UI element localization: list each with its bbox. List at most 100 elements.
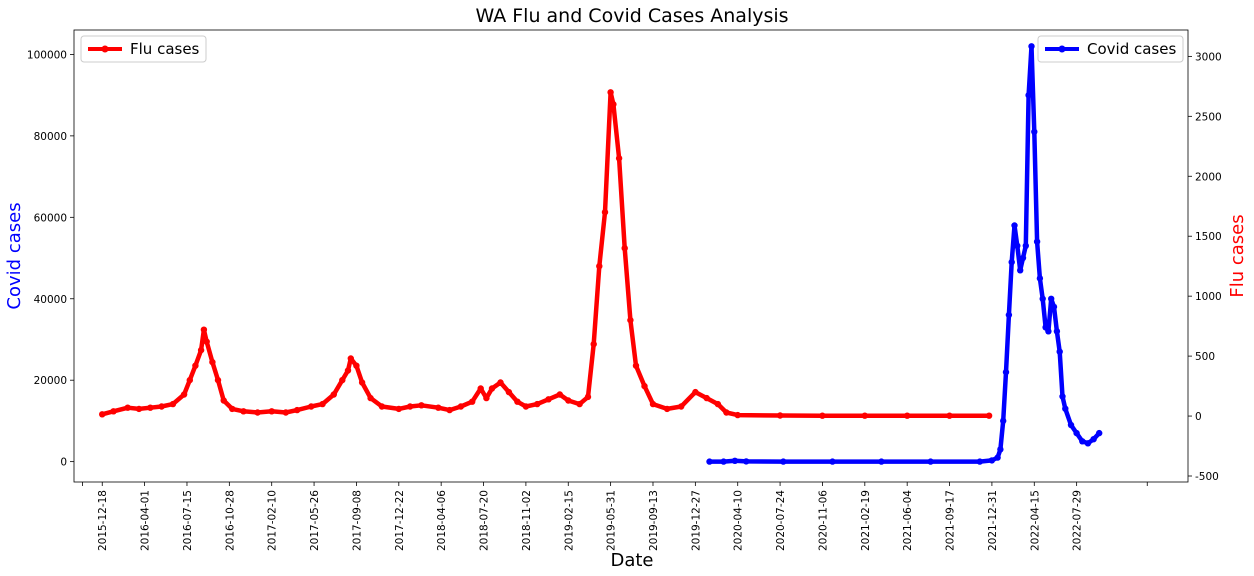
- x-tick-label: 2020-04-10: [733, 490, 745, 551]
- data-point: [994, 454, 1001, 461]
- legend-covid-marker: [1058, 45, 1066, 53]
- data-point: [169, 400, 177, 408]
- legend-flu-label: Flu cases: [130, 40, 200, 58]
- data-point: [522, 403, 530, 410]
- right-tick-label: 1500: [1195, 231, 1222, 243]
- data-point: [1079, 438, 1086, 445]
- left-tick-label: 20000: [34, 375, 67, 387]
- data-point: [483, 394, 490, 402]
- data-point: [1019, 254, 1027, 262]
- data-point: [534, 400, 541, 408]
- data-point: [344, 367, 352, 374]
- data-point: [497, 379, 504, 386]
- data-point: [692, 388, 699, 396]
- x-axis: 2015-12-18 2016-04-01 2016-07-15 2016-10-28…: [82, 482, 1148, 551]
- left-tick-label: 40000: [34, 294, 67, 306]
- data-point: [192, 362, 199, 369]
- legend-flu-box: [80, 35, 207, 63]
- data-point: [197, 346, 205, 354]
- data-point: [1059, 393, 1066, 400]
- legend-covid: Covid cases: [1037, 35, 1184, 63]
- data-point: [610, 101, 617, 108]
- x-tick-label: 2016-04-01: [140, 490, 152, 551]
- x-tick-label: 2019-05-31: [606, 490, 618, 551]
- data-point: [649, 400, 657, 408]
- data-point: [545, 396, 552, 403]
- data-point: [1039, 295, 1046, 302]
- data-point: [621, 245, 628, 252]
- data-point: [1008, 258, 1015, 266]
- left-tick-label: 60000: [34, 212, 67, 224]
- data-point: [220, 397, 227, 404]
- data-point: [353, 362, 360, 369]
- x-axis-title: Date: [610, 550, 653, 571]
- x-tick-label: 2017-12-22: [394, 490, 406, 551]
- data-point: [209, 358, 216, 366]
- data-point: [1025, 92, 1032, 99]
- left-tick-label: 100000: [27, 49, 67, 61]
- data-point: [358, 379, 366, 386]
- right-tick-label: 2000: [1195, 171, 1222, 183]
- data-point: [1062, 405, 1069, 412]
- series-line: [707, 44, 1102, 464]
- data-point: [720, 458, 727, 465]
- data-point: [1050, 303, 1058, 311]
- data-point: [147, 404, 154, 411]
- x-tick-label: 2019-09-13: [648, 490, 660, 551]
- right-axis-title: Flu cases: [1227, 214, 1248, 297]
- x-tick-label: 2017-05-26: [309, 490, 321, 551]
- data-point: [469, 398, 476, 405]
- x-tick-label: 2020-11-06: [817, 490, 829, 551]
- data-point: [1073, 429, 1080, 437]
- data-point: [505, 388, 513, 396]
- x-tick-label: 2022-04-15: [1029, 490, 1041, 551]
- data-point: [268, 408, 275, 415]
- data-point: [308, 403, 315, 410]
- data-point: [1014, 242, 1021, 249]
- data-point: [214, 376, 222, 384]
- x-tick-label: 2016-10-28: [224, 490, 236, 551]
- data-point: [904, 412, 911, 419]
- data-point: [203, 338, 210, 345]
- data-point: [663, 405, 671, 413]
- data-point: [158, 403, 165, 410]
- left-axis: 0 20000 40000 60000 80000 100000: [27, 49, 74, 469]
- data-point: [1036, 275, 1044, 282]
- data-point: [99, 411, 106, 418]
- data-point: [1017, 267, 1024, 274]
- data-point: [477, 385, 484, 392]
- data-point: [435, 404, 442, 411]
- data-point: [339, 376, 346, 384]
- data-point: [1067, 421, 1075, 429]
- data-point: [997, 446, 1004, 453]
- data-point: [446, 406, 453, 414]
- series-layer: [99, 43, 1103, 465]
- data-point: [1045, 328, 1052, 335]
- x-tick-label: 2015-12-18: [97, 490, 109, 551]
- data-point: [1005, 311, 1013, 319]
- legend-flu: Flu cases: [80, 35, 207, 63]
- data-point: [776, 412, 784, 419]
- data-point: [1096, 429, 1103, 437]
- data-point: [135, 405, 143, 413]
- x-tick-label: 2021-02-19: [860, 490, 872, 551]
- data-point: [1033, 238, 1041, 245]
- data-point: [946, 412, 953, 419]
- data-point: [367, 394, 374, 402]
- data-point: [186, 376, 193, 384]
- data-point: [1084, 440, 1092, 447]
- x-tick-label: 2019-12-27: [690, 490, 702, 551]
- right-tick-label: 3000: [1195, 51, 1222, 63]
- data-point: [229, 405, 236, 413]
- x-tick-label: 2019-02-15: [563, 490, 575, 551]
- data-point: [1053, 328, 1061, 335]
- data-point: [641, 382, 648, 390]
- chart-title: WA Flu and Covid Cases Analysis: [475, 5, 788, 27]
- data-point: [576, 400, 583, 408]
- data-point: [819, 412, 826, 419]
- data-point: [1000, 417, 1007, 425]
- x-tick-label: 2017-09-08: [351, 490, 363, 551]
- data-point: [1031, 128, 1038, 135]
